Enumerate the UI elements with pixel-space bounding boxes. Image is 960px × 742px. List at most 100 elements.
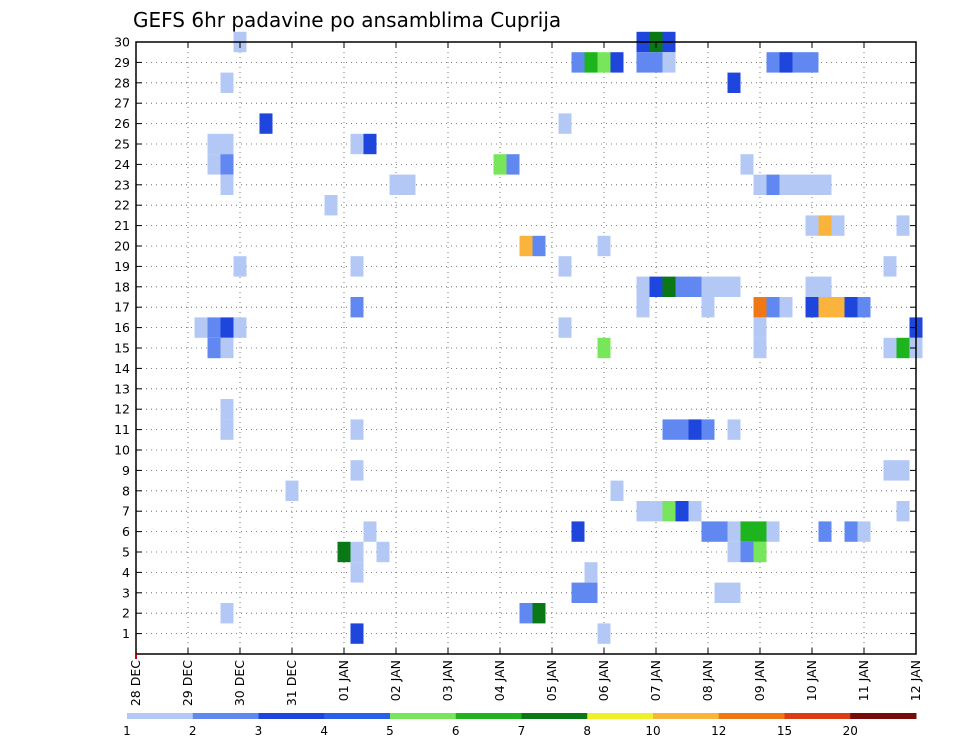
precip-cell <box>636 501 650 522</box>
y-tick-label: 18 <box>114 279 130 294</box>
precip-cell <box>207 337 221 359</box>
precip-cell <box>337 541 351 563</box>
legend-label: 4 <box>320 724 328 738</box>
precip-cell <box>779 297 793 318</box>
x-tick-label: 31 DEC <box>284 660 299 706</box>
precip-cell <box>688 501 702 522</box>
precip-cell <box>506 154 520 175</box>
x-tick-label: 06 JAN <box>596 660 611 701</box>
x-tick-label: 07 JAN <box>648 660 663 701</box>
precip-cell <box>220 154 234 175</box>
y-tick-label: 15 <box>114 341 130 356</box>
precip-cell <box>350 623 364 644</box>
precip-cell <box>350 419 364 440</box>
precip-cell <box>805 174 819 195</box>
precip-cell <box>376 541 390 563</box>
y-tick-label: 23 <box>114 177 130 192</box>
y-tick-label: 7 <box>122 504 130 519</box>
y-tick-label: 2 <box>122 606 130 621</box>
precip-cell <box>558 113 572 134</box>
precip-cell <box>883 460 897 481</box>
y-axis-ticks: 1234567891011121314151617181920212223242… <box>114 35 916 641</box>
precip-cell <box>896 501 910 522</box>
precip-cell <box>350 460 364 481</box>
precip-cell <box>714 276 728 297</box>
x-tick-label: 12 JAN <box>908 660 923 701</box>
legend-label: 3 <box>255 724 263 738</box>
precip-cell <box>558 256 572 277</box>
precip-cell <box>792 174 806 195</box>
y-tick-label: 16 <box>114 320 130 335</box>
y-tick-label: 19 <box>114 259 130 274</box>
precip-cell <box>727 72 741 93</box>
precip-cell <box>766 52 780 73</box>
precip-cell <box>350 562 364 583</box>
legend-swatch <box>455 713 522 719</box>
y-tick-label: 4 <box>122 565 130 580</box>
precip-cell <box>285 480 299 501</box>
y-tick-label: 6 <box>122 524 130 539</box>
precip-cell <box>818 297 832 318</box>
precip-cell <box>519 603 533 624</box>
legend-label: 6 <box>452 724 460 738</box>
precip-cell <box>662 276 676 297</box>
y-tick-label: 1 <box>122 626 130 641</box>
precip-cell <box>662 501 676 522</box>
precip-cell <box>740 154 754 175</box>
precip-cell <box>753 174 767 195</box>
precip-cell <box>766 174 780 195</box>
legend-swatch <box>258 713 325 719</box>
y-tick-label: 14 <box>114 361 130 376</box>
precip-cell <box>727 541 741 563</box>
precip-cell <box>207 133 221 155</box>
precip-cell <box>558 317 572 338</box>
precip-cell <box>896 337 910 359</box>
precip-cell <box>493 154 507 175</box>
precip-cell <box>753 541 767 563</box>
precip-cell <box>753 337 767 359</box>
precip-cell <box>896 215 910 236</box>
y-tick-label: 12 <box>114 402 130 417</box>
precip-cell <box>727 521 741 542</box>
y-tick-label: 13 <box>114 381 130 396</box>
precip-cell <box>883 256 897 277</box>
legend-swatch <box>390 713 457 719</box>
precip-cell <box>207 317 221 338</box>
precip-cell <box>532 235 546 257</box>
precip-cell <box>727 582 741 603</box>
x-tick-label: 03 JAN <box>440 660 455 701</box>
precip-cell <box>610 480 624 501</box>
legend-swatch <box>521 713 588 719</box>
y-tick-label: 28 <box>114 75 130 90</box>
precip-cell <box>597 235 611 257</box>
precip-cell <box>753 521 767 542</box>
precip-cell <box>818 521 832 542</box>
precip-cell <box>259 113 273 134</box>
precip-cell <box>363 133 377 155</box>
precip-cell <box>194 317 208 338</box>
y-tick-label: 5 <box>122 545 130 560</box>
y-tick-label: 27 <box>114 96 130 111</box>
precip-cell <box>610 52 624 73</box>
legend-label: 10 <box>645 724 660 738</box>
precip-cell <box>220 133 234 155</box>
precip-cell <box>805 52 819 73</box>
y-tick-label: 24 <box>114 157 130 172</box>
precip-cell <box>766 521 780 542</box>
precip-cell <box>350 541 364 563</box>
precip-cell <box>636 52 650 73</box>
y-tick-label: 17 <box>114 300 130 315</box>
precip-cell <box>207 154 221 175</box>
precip-cell <box>818 174 832 195</box>
precip-cell <box>350 133 364 155</box>
precip-cell <box>636 276 650 297</box>
precip-cell <box>766 297 780 318</box>
precip-cell <box>571 582 585 603</box>
precip-cell <box>896 460 910 481</box>
y-tick-label: 10 <box>114 443 130 458</box>
legend-swatch <box>587 713 654 719</box>
precip-cell <box>740 541 754 563</box>
chart-title: GEFS 6hr padavine po ansamblima Cuprija <box>133 8 561 32</box>
precip-cell <box>220 419 234 440</box>
precip-cell <box>233 256 247 277</box>
